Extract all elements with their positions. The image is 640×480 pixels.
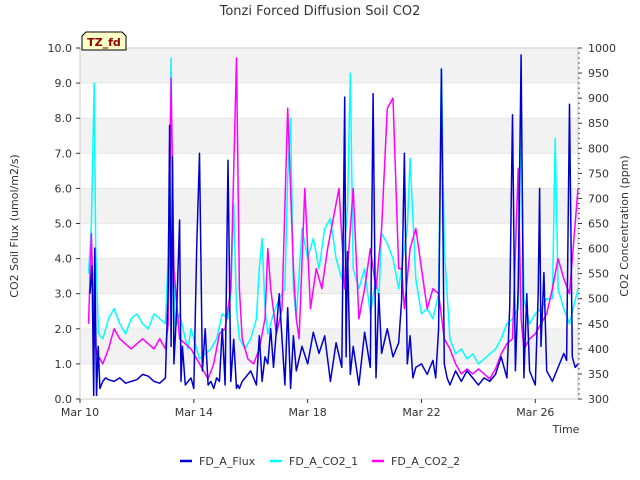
right-axis: 300 350 400 450 500 550 600 650 700 750 800 850 900 9… xyxy=(578,42,616,406)
y-left-tick-label: 10.0 xyxy=(48,42,73,55)
legend: FD_A_Flux FD_A_CO2_1 FD_A_CO2_2 xyxy=(180,455,460,468)
legend-label-FD_A_CO2_2: FD_A_CO2_2 xyxy=(391,455,460,468)
y-right-tick-label: 600 xyxy=(588,243,609,256)
y-right-tick-label: 650 xyxy=(588,218,609,231)
x-tick-label: Mar 14 xyxy=(175,406,213,419)
y-left-tick-label: 3.0 xyxy=(55,288,73,301)
legend-label-FD_A_CO2_1: FD_A_CO2_1 xyxy=(289,455,358,468)
grid-band xyxy=(80,328,578,364)
y-right-tick-label: 350 xyxy=(588,368,609,381)
x-axis: Mar 10 Mar 14 Mar 18 Mar 22 Mar 26 xyxy=(61,399,554,419)
series-line-FD_A_Flux xyxy=(89,54,579,397)
y-right-tick-label: 800 xyxy=(588,142,609,155)
legend-label-FD_A_Flux: FD_A_Flux xyxy=(199,455,256,468)
y-left-tick-label: 4.0 xyxy=(55,253,73,266)
series-layer xyxy=(87,54,579,397)
y-left-tick-label: 2.0 xyxy=(55,323,73,336)
y-right-tick-label: 750 xyxy=(588,167,609,180)
badge: TZ_fd xyxy=(81,31,127,51)
grid-bands xyxy=(80,47,578,400)
y-right-tick-label: 500 xyxy=(588,293,609,306)
y-left-tick-label: 7.0 xyxy=(55,147,73,160)
badge-label: TZ_fd xyxy=(87,36,121,49)
y-left-tick-label: 8.0 xyxy=(55,112,73,125)
y-right-tick-label: 950 xyxy=(588,67,609,80)
y-right-tick-label: 700 xyxy=(588,192,609,205)
y-right-tick-label: 850 xyxy=(588,117,609,130)
grid-band xyxy=(80,258,578,294)
y-right-tick-label: 400 xyxy=(588,343,609,356)
left-axis: 0.0 1.0 2.0 3.0 4.0 5.0 6.0 7.0 8.0 9.0 10.0 xyxy=(48,42,80,406)
y-right-tick-label: 300 xyxy=(588,393,609,406)
x-tick-label: Mar 22 xyxy=(402,406,440,419)
y-left-tick-label: 6.0 xyxy=(55,182,73,195)
chart-title: Tonzi Forced Diffusion Soil CO2 xyxy=(219,4,421,19)
x-tick-label: Mar 10 xyxy=(61,406,99,419)
y-axis-left-label: CO2 Soil Flux (umol/m2/s) xyxy=(8,154,21,297)
x-tick-label: Mar 18 xyxy=(289,406,327,419)
y-right-tick-label: 900 xyxy=(588,92,609,105)
grid-band xyxy=(80,118,578,154)
badge-box xyxy=(81,31,127,51)
y-left-tick-label: 5.0 xyxy=(55,218,73,231)
y-right-tick-label: 450 xyxy=(588,318,609,331)
y-left-tick-label: 0.0 xyxy=(55,393,73,406)
y-left-tick-label: 9.0 xyxy=(55,77,73,90)
y-right-tick-label: 550 xyxy=(588,268,609,281)
y-axis-right-label: CO2 Concentration (ppm) xyxy=(618,155,631,296)
grid-band xyxy=(80,48,578,84)
y-right-tick-label: 1000 xyxy=(588,42,616,55)
y-left-tick-label: 1.0 xyxy=(55,358,73,371)
x-axis-label: Time xyxy=(552,423,580,436)
grid-band xyxy=(80,188,578,224)
x-tick-label: Mar 26 xyxy=(516,406,554,419)
